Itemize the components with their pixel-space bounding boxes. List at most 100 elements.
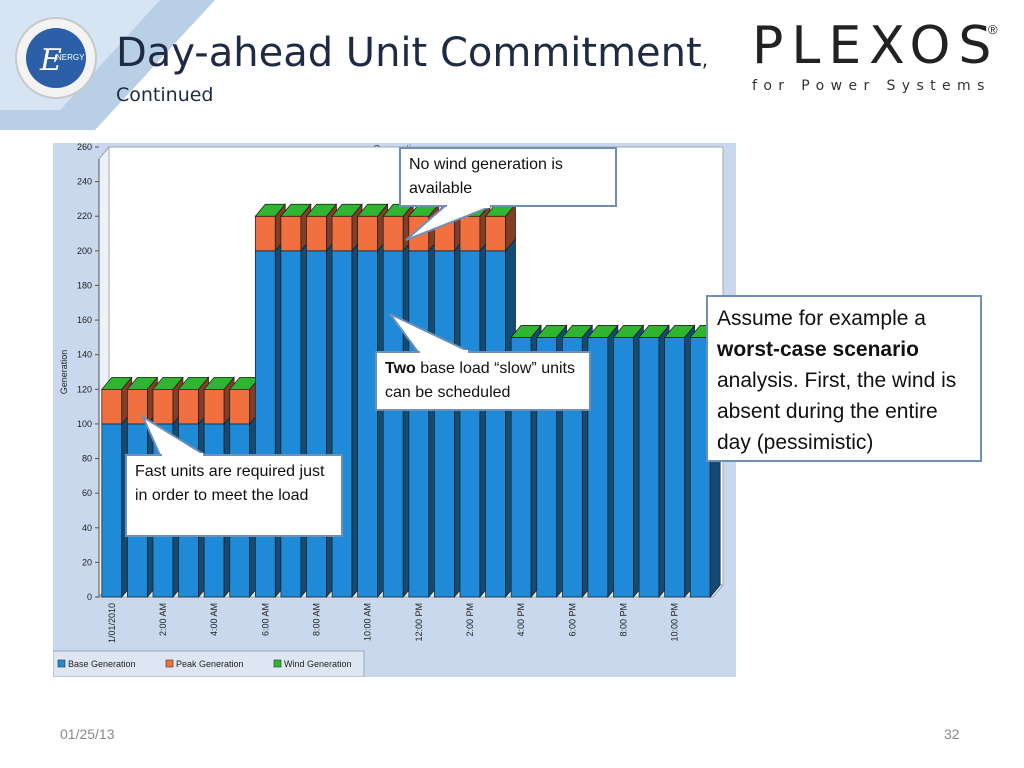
footer-date: 01/25/13 <box>60 726 115 742</box>
callout-fast-units-text: Fast units are required just in order to… <box>135 463 325 504</box>
bar-base-generation <box>306 250 327 598</box>
callout-no-wind-text: No wind generation is available <box>409 156 563 197</box>
callout-fast-units: Fast units are required just in order to… <box>125 454 343 537</box>
legend-entry: Base Generation <box>68 659 136 669</box>
slide-title: Day-ahead Unit Commitment, <box>116 30 708 76</box>
callout-no-wind: No wind generation is available <box>399 147 617 207</box>
y-tick-label: 100 <box>77 419 92 429</box>
y-tick-label: 200 <box>77 246 92 256</box>
legend-box <box>52 650 365 678</box>
bar-peak-generation <box>331 215 353 252</box>
callout-assume-pre: Assume for example a <box>717 307 926 330</box>
badge-letter: E <box>39 43 62 78</box>
bar-base-generation <box>357 250 378 598</box>
page-number: 32 <box>944 726 960 742</box>
bar-peak-generation <box>408 215 430 252</box>
x-tick-label: 6:00 PM <box>567 603 577 637</box>
bar-base-generation <box>382 250 404 598</box>
x-tick-label: 8:00 PM <box>618 603 628 637</box>
bar-base-generation <box>254 250 276 598</box>
x-tick-label: 8:00 AM <box>311 603 321 636</box>
bar-peak-generation <box>306 215 327 252</box>
bar-peak-generation <box>254 215 276 252</box>
y-tick-label: 240 <box>77 177 92 187</box>
bar-peak-generation <box>203 388 225 425</box>
bar-peak-generation <box>280 215 302 252</box>
callout-two-base-text: base load “slow” units can be scheduled <box>385 360 575 401</box>
bar-base-generation <box>613 337 634 598</box>
plexos-logo: PLEXOS ® for Power Systems <box>752 16 1002 94</box>
callout-two-base: Two base load “slow” units can be schedu… <box>375 351 591 411</box>
bar-top-wind-generation <box>612 325 645 338</box>
y-tick-label: 260 <box>77 143 92 152</box>
bar-peak-generation <box>152 388 174 425</box>
x-tick-label: 2:00 PM <box>465 603 475 637</box>
bar-peak-generation <box>434 215 455 252</box>
bar-top-wind-generation <box>535 325 568 338</box>
corner-decoration: E NERGY <box>0 0 215 130</box>
callout-assume: Assume for example a worst-case scenario… <box>706 295 982 462</box>
bar-top-wind-generation <box>305 203 338 217</box>
bar-top-wind-generation <box>510 325 542 338</box>
x-tick-label: 4:00 PM <box>516 603 526 637</box>
x-tick-label: 10:00 AM <box>363 603 373 641</box>
badge-text: NERGY <box>56 53 85 62</box>
callout-two-base-bold: Two <box>385 360 416 377</box>
bar-top-wind-generation <box>280 203 312 217</box>
legend-swatch <box>57 659 66 668</box>
x-tick-label: 12:00 PM <box>414 603 424 642</box>
bar-base-generation <box>434 250 455 598</box>
bar-top-wind-generation <box>587 325 619 338</box>
legend-entry: Wind Generation <box>284 659 352 669</box>
bar-peak-generation <box>229 388 251 425</box>
slide-title-suffix: , <box>701 47 709 71</box>
bar-top-wind-generation <box>126 376 159 390</box>
bar-base-generation <box>485 250 506 598</box>
registered-mark: ® <box>988 22 998 37</box>
bar-base-generation <box>664 337 685 598</box>
y-tick-label: 180 <box>77 280 92 290</box>
x-tick-label: 4:00 AM <box>209 603 219 636</box>
bar-peak-generation <box>178 388 199 425</box>
bar-peak-generation <box>357 215 378 252</box>
x-tick-label: 2:00 AM <box>158 603 168 636</box>
bar-top-wind-generation <box>101 376 133 390</box>
bar-base-generation <box>280 250 302 598</box>
legend-swatch <box>273 659 282 668</box>
bar-top-wind-generation <box>561 325 594 338</box>
bar-peak-generation <box>382 215 404 252</box>
bar-top-wind-generation <box>663 325 696 338</box>
y-tick-label: 160 <box>77 315 92 325</box>
x-tick-label: 1/01/2010 <box>107 603 117 643</box>
callout-assume-post: analysis. First, the wind is absent duri… <box>717 369 957 454</box>
bar-peak-generation <box>127 388 148 425</box>
bar-top-wind-generation <box>152 376 184 390</box>
bar-base-generation <box>408 250 430 598</box>
legend-swatch <box>165 659 174 668</box>
bar-top-wind-generation <box>177 376 210 390</box>
y-tick-label: 220 <box>77 211 92 221</box>
slide-title-text: Day-ahead Unit Commitment <box>116 30 702 76</box>
plexos-tagline: for Power Systems <box>752 78 991 94</box>
bar-peak-generation <box>485 215 506 252</box>
slide-subtitle: Continued <box>116 84 214 106</box>
x-tick-label: 6:00 AM <box>260 603 270 636</box>
plexos-brand: PLEXOS <box>752 16 1000 76</box>
bar-peak-generation <box>101 388 123 425</box>
bar-top-wind-generation <box>356 203 389 217</box>
bar-top-wind-generation <box>331 203 363 217</box>
bar-base-generation <box>101 423 123 598</box>
bar-base-generation <box>638 337 660 598</box>
legend-entry: Peak Generation <box>176 659 244 669</box>
callout-assume-bold: worst-case scenario <box>717 338 919 361</box>
y-tick-label: 40 <box>82 523 92 533</box>
bar-base-generation <box>459 250 481 598</box>
bar-base-generation <box>331 250 353 598</box>
y-tick-label: 60 <box>82 488 92 498</box>
y-tick-label: 20 <box>82 557 92 567</box>
y-tick-label: 140 <box>77 350 92 360</box>
y-axis-label: Generation <box>59 350 69 395</box>
y-tick-label: 0 <box>87 592 92 602</box>
bar-top-wind-generation <box>254 203 287 217</box>
bar-top-wind-generation <box>638 325 670 338</box>
